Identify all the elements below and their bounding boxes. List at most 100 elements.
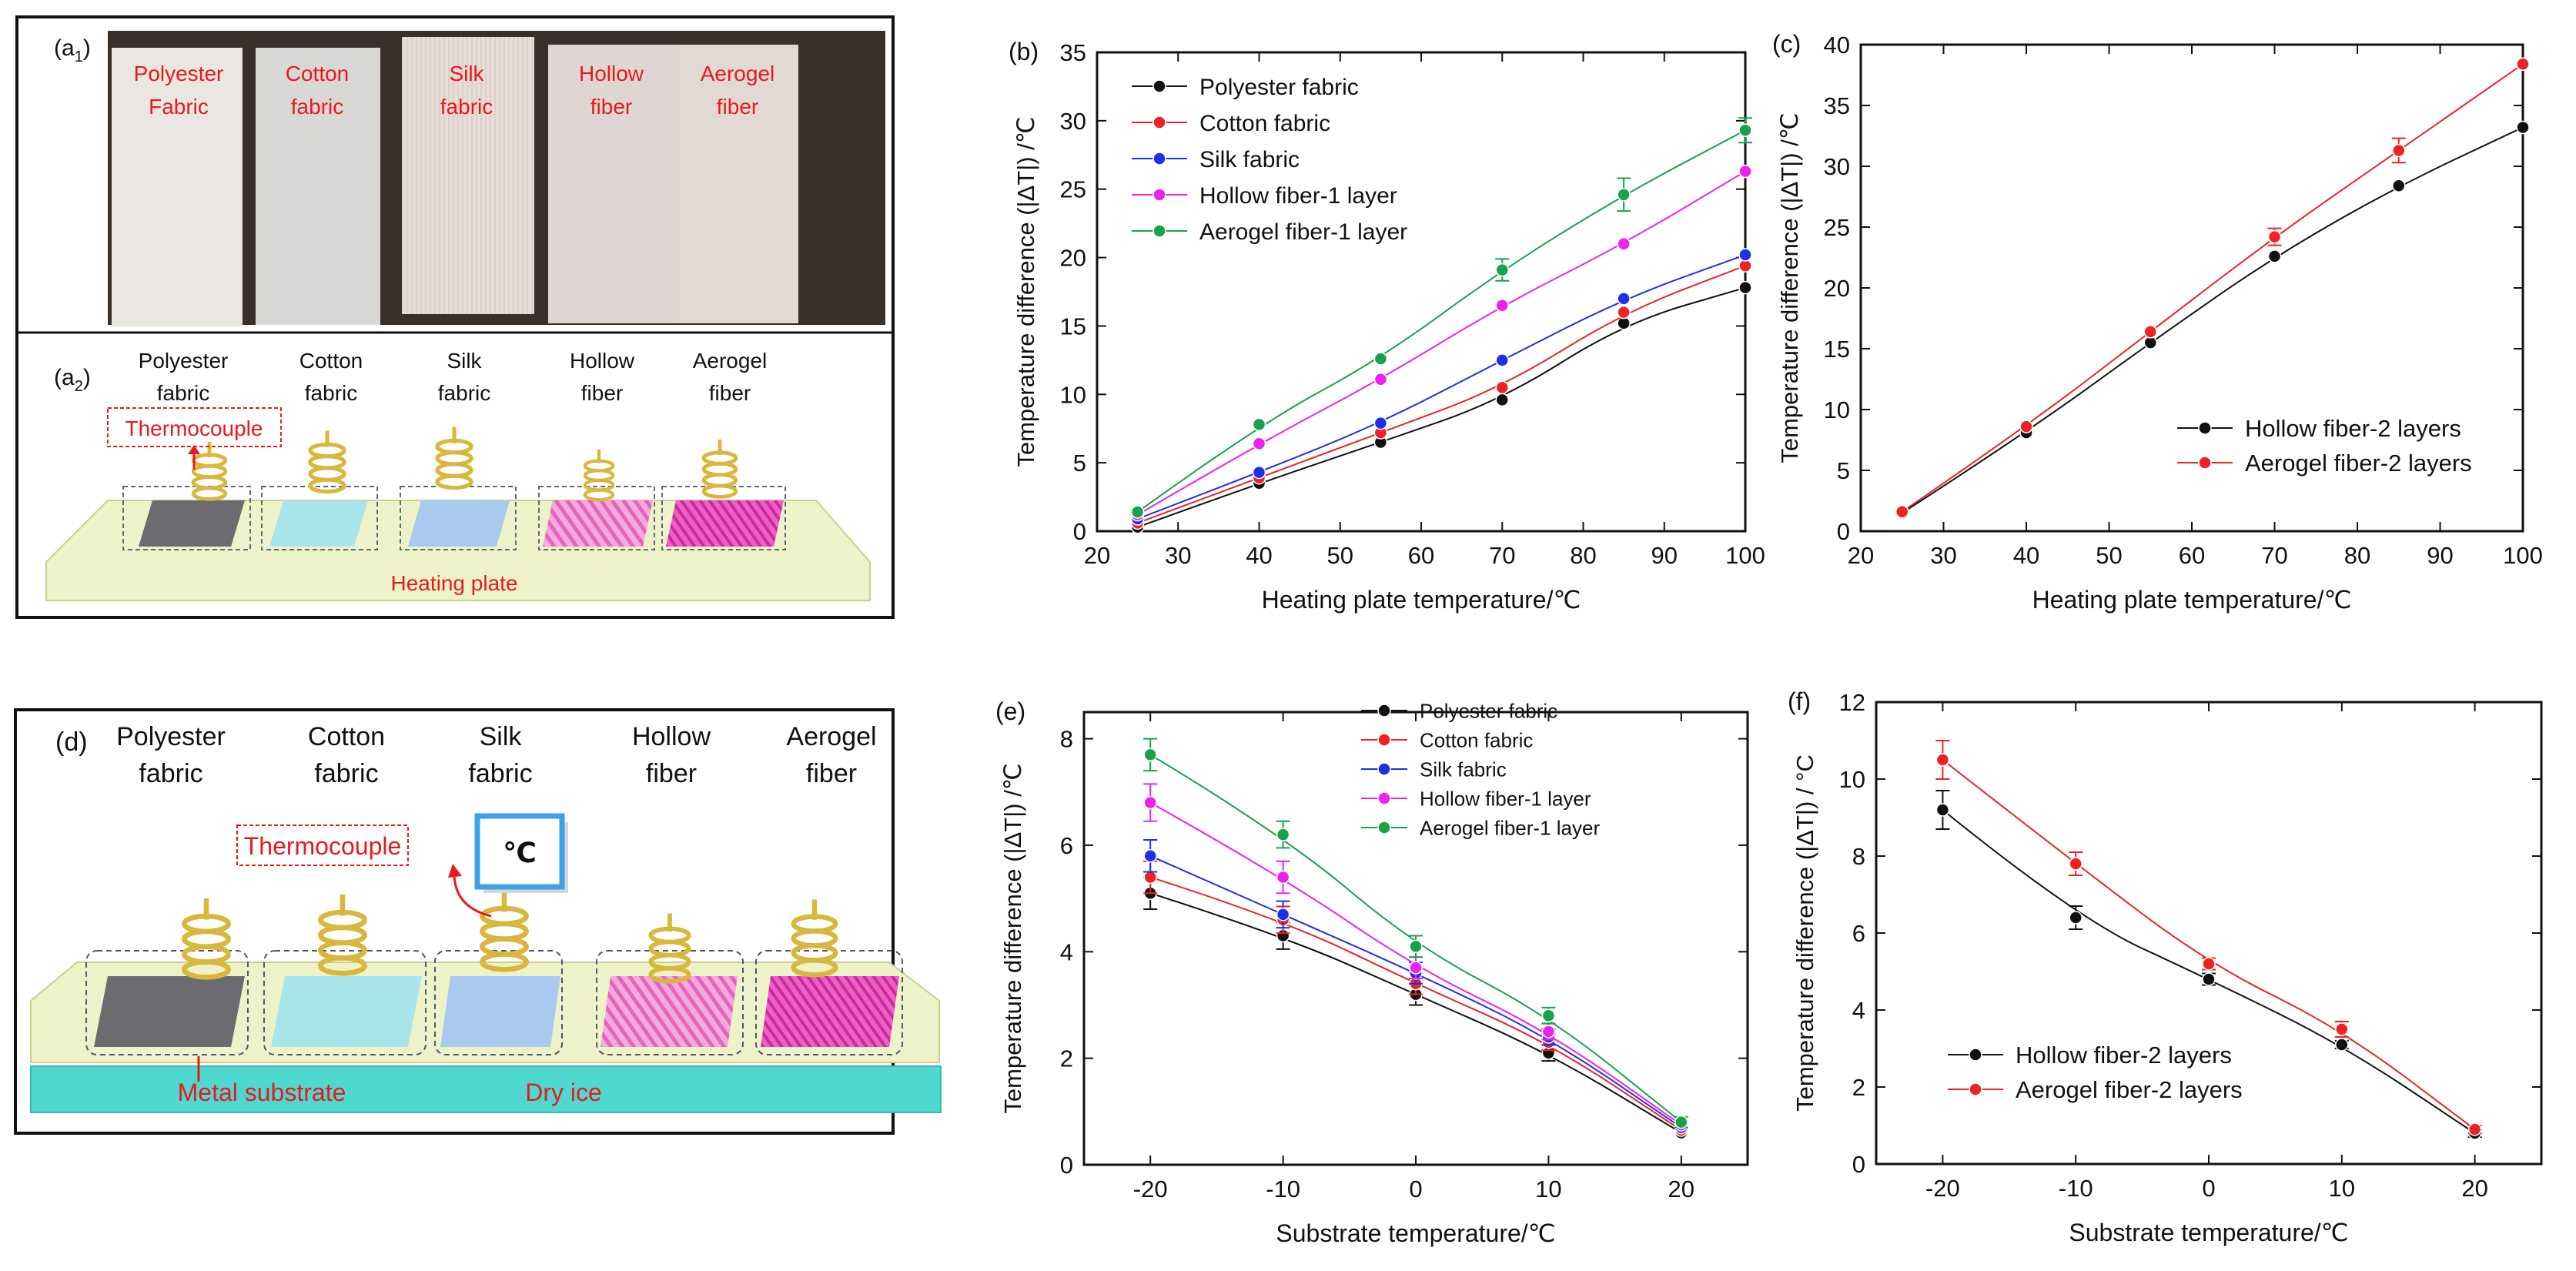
- sample-label-line1: Aerogel: [786, 722, 876, 751]
- d-polyester-tile: [94, 976, 245, 1047]
- y-tick-label: 8: [1060, 726, 1073, 753]
- y-tick-label: 30: [1824, 153, 1850, 180]
- a2-thermocouple-label: Thermocouple: [125, 416, 263, 440]
- x-tick-label: 20: [1848, 542, 1874, 569]
- data-point: [1143, 849, 1157, 863]
- panel-a2-samples: [122, 486, 786, 550]
- data-point: [1373, 352, 1388, 366]
- series-line-black: [1137, 286, 1746, 528]
- data-point: [1143, 870, 1157, 885]
- legend-marker: [1377, 733, 1391, 747]
- data-point: [2019, 420, 2033, 433]
- y-tick-label: 20: [1060, 245, 1086, 272]
- legend-label: Silk fabric: [1199, 147, 1300, 172]
- data-point: [1252, 417, 1266, 432]
- y-tick-label: 40: [1824, 32, 1850, 59]
- sample-label-line2: fabric: [440, 95, 493, 119]
- sample-label-line2: Fabric: [149, 95, 209, 119]
- sample-label-line1: Hollow: [632, 722, 711, 751]
- x-tick-label: 70: [1489, 542, 1515, 569]
- data-point: [2267, 229, 2282, 244]
- data-point: [1409, 939, 1423, 954]
- data-point: [1617, 188, 1631, 202]
- sample-label-line2: fabric: [438, 381, 490, 405]
- sample-label-line2: fabric: [291, 95, 343, 119]
- data-point: [1617, 305, 1631, 319]
- panel-a: (a1) Polyester Fabric Cotton fabric Silk fabr…: [15, 15, 895, 619]
- sample-label-line1: Silk: [480, 722, 523, 751]
- sample-label-line2: fiber: [709, 381, 751, 405]
- d-hollow-tile: [601, 976, 738, 1047]
- legend-label: Polyester fabric: [1199, 75, 1359, 100]
- y-tick-label: 35: [1824, 92, 1850, 119]
- legend-marker: [2198, 456, 2212, 470]
- data-point: [1373, 416, 1388, 430]
- y-tick-label: 6: [1852, 920, 1865, 947]
- sample-label-line1: Polyester: [134, 62, 224, 85]
- data-point: [2202, 972, 2216, 986]
- legend-marker: [1377, 762, 1391, 776]
- data-point: [1373, 372, 1388, 386]
- x-axis-label: Substrate temperature/℃: [2069, 1219, 2348, 1246]
- sample-label-line1: Cotton: [299, 349, 363, 373]
- panel-a2-sample-labels: Polyester fabric Cotton fabric Silk fabric Hol…: [139, 349, 768, 405]
- y-axis-label: Temperature difference (|ΔT|) /℃: [1012, 116, 1039, 467]
- y-tick-label: 10: [1060, 381, 1086, 408]
- data-point: [1738, 123, 1752, 138]
- sample-label-line2: fabric: [305, 381, 357, 405]
- data-point: [1130, 505, 1145, 519]
- x-tick-label: 10: [2329, 1175, 2355, 1202]
- sample-label-line2: fabric: [468, 759, 532, 788]
- thermometer-display: [474, 813, 565, 890]
- sample-label-line2: fabric: [314, 759, 378, 788]
- data-point: [2069, 911, 2083, 925]
- legend-label: Aerogel fiber-2 layers: [2245, 450, 2472, 477]
- sample-label-line2: fiber: [590, 95, 632, 119]
- y-tick-label: 25: [1060, 176, 1086, 203]
- data-point: [1674, 1115, 1688, 1129]
- legend-marker: [1377, 791, 1391, 805]
- x-tick-label: 70: [2261, 542, 2287, 569]
- y-tick-label: 0: [1073, 518, 1086, 545]
- legend-marker: [2198, 421, 2212, 435]
- x-tick-label: 60: [2179, 542, 2205, 569]
- chart-f: -20 -10 0 10 20 0 2 4 6 8 10 12 Substrate temperatur…: [1788, 687, 2543, 1246]
- series-line-red: [1902, 63, 2524, 513]
- heating-plate: [45, 500, 871, 601]
- legend-label: Aerogel fiber-1 layer: [1420, 816, 1600, 839]
- d-aerogel-tile: [761, 976, 899, 1047]
- y-tick-label: 5: [1073, 450, 1086, 477]
- y-axis-label: Temperature difference (|ΔT|) / °C: [1791, 754, 1818, 1112]
- data-point: [1617, 292, 1631, 306]
- a2-aerogel-tile: [666, 500, 784, 547]
- chart-e: -20 -10 0 10 20 0 2 4 6 8 Substrate temperature/℃ T…: [995, 697, 1749, 1247]
- sample-label-line1: Cotton: [286, 62, 350, 85]
- data-point: [1541, 1008, 1556, 1023]
- legend-label: Aerogel fiber-1 layer: [1199, 219, 1407, 245]
- y-tick-label: 2: [1852, 1074, 1865, 1101]
- data-point: [1495, 393, 1509, 407]
- legend-marker: [1153, 115, 1166, 129]
- legend-label: Silk fabric: [1420, 758, 1507, 781]
- data-point: [1276, 828, 1290, 841]
- legend-label: Aerogel fiber-2 layers: [2016, 1076, 2243, 1103]
- x-tick-label: 10: [1535, 1176, 1561, 1202]
- series-line-black: [1942, 809, 2476, 1134]
- panel-d-label: (d): [55, 727, 88, 757]
- legend-marker: [1377, 704, 1391, 717]
- sample-label-line2: fiber: [806, 759, 857, 788]
- legend-marker: [1969, 1082, 1982, 1096]
- data-point: [2202, 957, 2216, 971]
- panel-label: (f): [1788, 687, 1811, 715]
- y-axis-label: Temperature difference (|ΔT|) /℃: [1776, 112, 1803, 463]
- series-line-black: [1149, 892, 1682, 1134]
- sample-label-line1: Cotton: [308, 722, 385, 751]
- data-point: [1895, 504, 1909, 519]
- data-point: [2392, 143, 2406, 158]
- y-tick-label: 15: [1824, 336, 1850, 363]
- panel-d: (d) Polyester fabric Cotton fabric Silk fabri…: [14, 708, 942, 1135]
- y-tick-label: 25: [1824, 214, 1850, 241]
- y-tick-label: 35: [1060, 39, 1086, 66]
- data-point: [1276, 870, 1290, 885]
